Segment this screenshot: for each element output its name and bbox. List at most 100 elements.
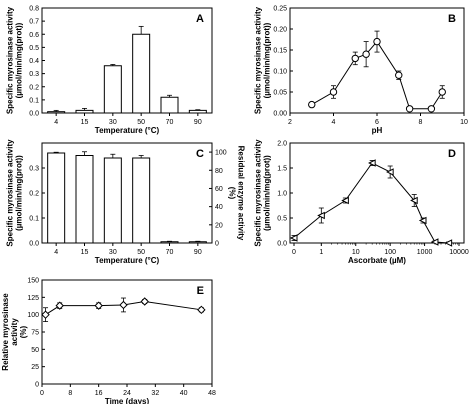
panel-a-xtick-label: 15 (81, 119, 89, 126)
panel-e-point (55, 301, 64, 310)
panel-e-ytick-label: 25 (31, 364, 39, 371)
panel-c-xtick-label: 15 (81, 249, 89, 256)
panel-d-xtick-label: 10000 (449, 249, 469, 256)
panel-e-ytick-label: 75 (31, 330, 39, 337)
panel-c-ylabel-0: Specific myrosinase activity (6, 139, 15, 247)
panel-c-rtick-label: 100 (215, 150, 227, 157)
panel-d-ytick-label: 1.5 (277, 166, 287, 173)
panel-c-rtick-label: 60 (215, 186, 223, 193)
panel-b-letter: B (448, 13, 456, 25)
panel-d-point (386, 168, 394, 176)
panel-b-xtick-label: 8 (419, 119, 423, 126)
panel-b-point (351, 54, 359, 63)
panel-a-bar (75, 109, 94, 114)
panel-c-frame (41, 142, 213, 244)
panel-e-letter: E (197, 285, 204, 297)
panel-a-ytick-label: 0.0 (29, 111, 39, 118)
panel-d-point (289, 234, 298, 242)
panel-a-ytick-label: 0.2 (29, 84, 39, 91)
panel-a-ytick-label: 0.8 (29, 6, 39, 13)
panel-e-point (140, 297, 149, 306)
panel-c-bar (160, 241, 179, 244)
panel-a-ytick-label: 0.5 (29, 45, 39, 52)
panel-e-frame (41, 279, 213, 385)
panel-d-point (341, 196, 349, 205)
panel-a-xlabel: Temperature (°C) (95, 126, 160, 135)
panel-d-ylabel-0: Specific myrosinase activity (254, 139, 263, 247)
panel-a-ylabel-1: (µmol/min/mg(prot)) (15, 22, 24, 98)
panel-b-ytick-label: 0.25 (273, 6, 287, 13)
panel-a-xtick-label: 50 (137, 119, 145, 126)
panel-d-point (444, 239, 453, 247)
panel-d-xtick-label: 1 (319, 249, 323, 256)
panel-e-xtick-label: 24 (123, 390, 131, 397)
panel-c-rtick-label: 40 (215, 204, 223, 211)
panel-d-xtick-label: 100 (384, 249, 396, 256)
panel-d-point (418, 216, 427, 225)
panel-a-bar (160, 96, 179, 114)
panel-d-xlabel: Ascorbate (µM) (348, 256, 406, 265)
panel-e-ylabel-0: Relative myrosinase (1, 293, 10, 371)
panel-b-point (405, 105, 414, 113)
panel-e-ytick-label: 125 (27, 295, 39, 302)
panel-e-ytick-label: 150 (27, 278, 39, 285)
panel-c-bar (47, 152, 66, 244)
panel-c-rtick-label: 0 (215, 241, 219, 248)
panel-b-ytick-label: 0.10 (273, 69, 287, 76)
panel-c-xtick-label: 90 (194, 249, 202, 256)
panel-b-ytick-label: 0.00 (273, 111, 287, 118)
panel-d-ylabel-1: (µmol/min/mg(prot)) (263, 155, 272, 231)
panel-e-ylabel-1: activity (10, 318, 19, 346)
panel-e-xtick-label: 32 (151, 390, 159, 397)
panel-e-xtick-label: 40 (180, 390, 188, 397)
panel-d-ytick-label: 0.0 (277, 241, 287, 248)
panel-a-xtick-label: 90 (194, 119, 202, 126)
panel-e-point (119, 300, 128, 310)
panel-e-xtick-label: 48 (208, 390, 216, 397)
panel-b-point (427, 105, 436, 113)
panel-a-bar (103, 65, 122, 114)
panel-d-ytick-label: 1.0 (277, 191, 287, 198)
panel-a-ytick-label: 0.7 (29, 19, 39, 26)
panel-a-bar (47, 111, 66, 114)
panel-c-ytick-label: 0.0 (29, 241, 39, 248)
panel-c-bar (132, 157, 151, 244)
panel-d-series-line (293, 162, 449, 244)
panel-b-point (308, 100, 316, 109)
panel-b-ylabel-1: (µmol/min/mg(prot)) (263, 22, 272, 98)
panel-c-ytick-label: 0.1 (29, 216, 39, 223)
panel-c-ytick-label: 0.2 (29, 191, 39, 198)
panel-b-xlabel: pH (372, 126, 383, 135)
panel-b-xtick-label: 4 (332, 119, 336, 126)
panel-b-ytick-label: 0.20 (273, 27, 287, 34)
panel-d-frame (289, 142, 465, 244)
panel-a-ylabel-0: Specific myrosinase activity (6, 6, 15, 114)
panel-a-bar (188, 109, 207, 114)
panel-c-ylabel-right-0: Residual enzyme activity (237, 146, 246, 241)
panel-d-ytick-label: 2.0 (277, 141, 287, 148)
panel-e-xtick-label: 8 (68, 390, 72, 397)
panel-e-ylabel-2: (%) (19, 325, 28, 338)
panel-c-rtick-label: 80 (215, 168, 223, 175)
panel-d-xtick-label: 0 (292, 249, 296, 256)
panel-b-point (329, 88, 338, 96)
panel-b-ytick-label: 0.15 (273, 48, 287, 55)
panel-a-ytick-label: 0.4 (29, 58, 39, 65)
panel-d-point (317, 211, 325, 220)
panel-c-xtick-label: 30 (109, 249, 117, 256)
panel-e-ytick-label: 50 (31, 347, 39, 354)
panel-c-letter: C (196, 148, 204, 160)
panel-c-bar (75, 155, 94, 244)
panel-b-ytick-label: 0.05 (273, 90, 287, 97)
panel-a-xtick-label: 30 (109, 119, 117, 126)
panel-c-xtick-label: 4 (54, 249, 58, 256)
panel-e-ytick-label: 100 (27, 312, 39, 319)
panel-c-xtick-label: 50 (137, 249, 145, 256)
panel-b-point (395, 71, 403, 79)
panel-e-xtick-label: 0 (40, 390, 44, 397)
panel-d-xtick-label: 10 (352, 249, 360, 256)
panel-b-ylabel-0: Specific myrosinase activity (254, 6, 263, 114)
panel-c-bar (188, 241, 207, 244)
panel-d-ytick-label: 0.5 (277, 216, 287, 223)
